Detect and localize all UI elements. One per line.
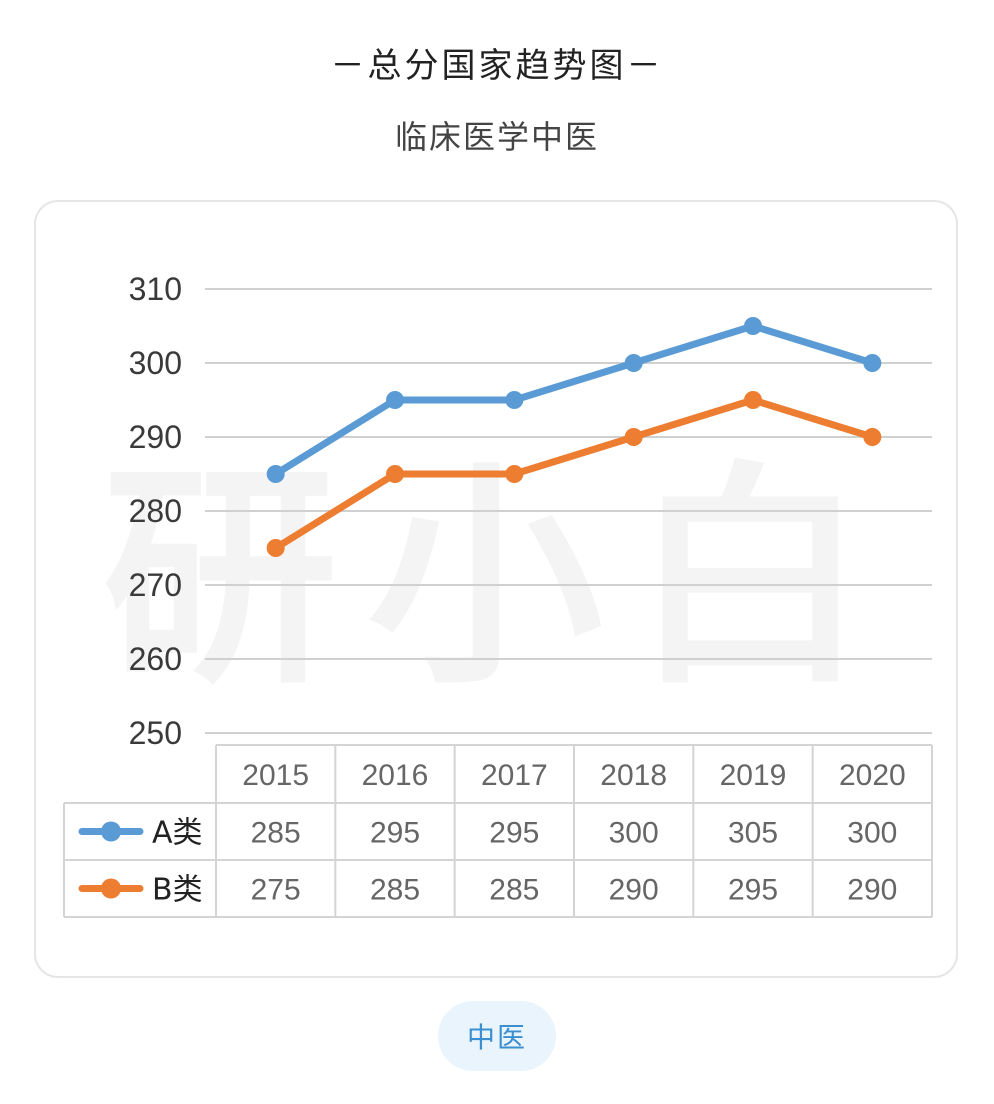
data-point [624, 354, 643, 372]
data-table-value: 295 [489, 817, 539, 850]
data-table-value: 295 [370, 817, 420, 850]
tab-zhongyi[interactable]: 中医 [438, 1001, 556, 1071]
data-point [624, 428, 643, 446]
watermark-text: 研小白 [103, 443, 898, 716]
data-table-value: 305 [728, 817, 778, 850]
data-table-value: 295 [728, 874, 778, 907]
data-point [386, 391, 404, 409]
series-line-a [272, 322, 876, 478]
x-category-label: 2019 [720, 759, 787, 792]
data-table-value: 285 [370, 874, 420, 907]
x-category-label: 2015 [242, 759, 309, 792]
y-tick-label: 310 [129, 271, 182, 307]
y-tick-label: 290 [129, 419, 182, 455]
y-tick-label: 260 [129, 641, 182, 677]
page-subtitle: 临床医学中医 [394, 118, 599, 156]
y-tick-label: 280 [129, 493, 182, 529]
data-point [266, 465, 285, 483]
data-table-value: 290 [609, 874, 659, 907]
data-point [744, 391, 762, 409]
legend-series-name: B类 [152, 873, 203, 908]
series-line-b [272, 396, 876, 552]
page-title: －总分国家趋势图－ [330, 46, 664, 86]
x-category-label: 2018 [600, 759, 667, 792]
y-tick-label: 250 [129, 715, 182, 751]
data-table-value: 275 [251, 874, 301, 907]
legend-key-marker [101, 878, 121, 899]
data-point [505, 465, 524, 483]
data-table-value: 285 [251, 817, 301, 850]
data-point [386, 465, 404, 483]
data-point [266, 539, 285, 557]
chart-card [34, 200, 958, 978]
legend-key-marker [101, 821, 121, 842]
data-table-value: 300 [609, 817, 659, 850]
y-tick-label: 300 [129, 345, 182, 381]
data-table-value: 285 [489, 874, 539, 907]
y-tick-label: 270 [129, 567, 182, 603]
x-category-label: 2017 [481, 759, 548, 792]
x-category-label: 2020 [839, 759, 906, 792]
data-table-value: 300 [847, 817, 897, 850]
x-category-label: 2016 [362, 759, 429, 792]
data-point [863, 428, 882, 446]
data-table-value: 290 [847, 874, 897, 907]
data-point [863, 354, 882, 372]
legend-series-name: A类 [152, 816, 203, 851]
data-point [744, 317, 762, 335]
data-point [505, 391, 524, 409]
